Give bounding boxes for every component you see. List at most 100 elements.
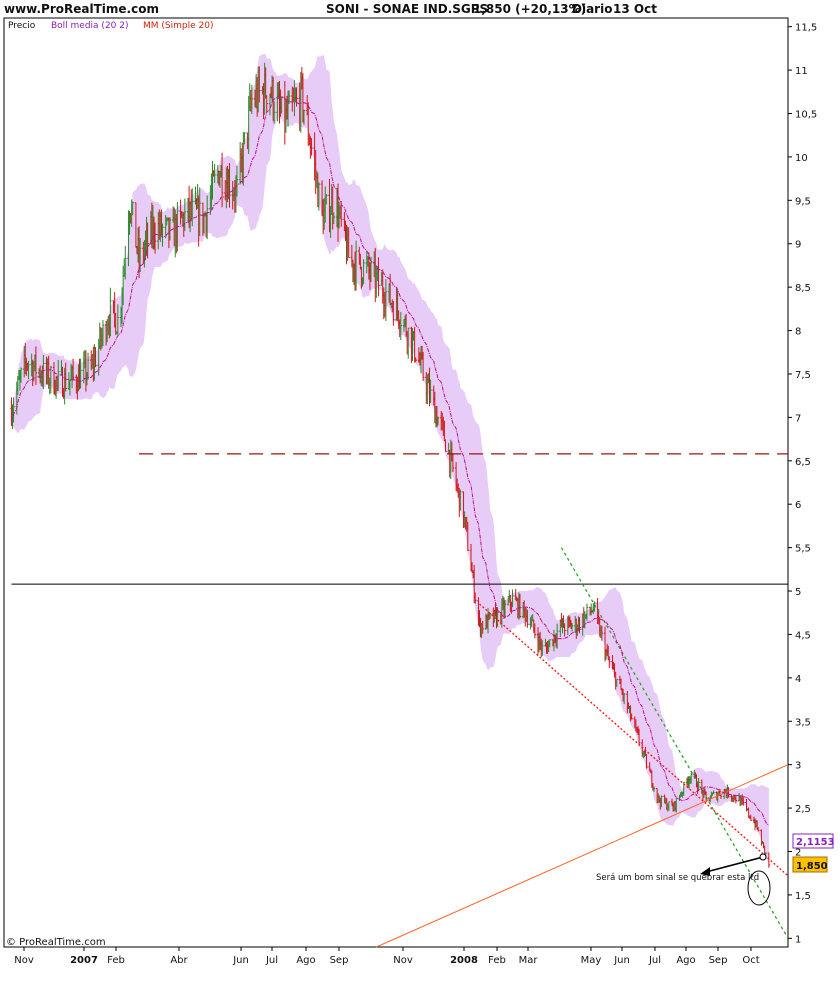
price-bar-2 [12, 397, 15, 423]
price-bar-77 [124, 245, 127, 280]
x-tick-label-6: Ago [296, 955, 315, 966]
annotation-point [759, 853, 767, 861]
trend-red-line [479, 603, 789, 877]
y-tick-label-14: 4,5 [795, 630, 811, 641]
legend-price: Precio [8, 21, 36, 31]
x-tick-label-15: Ago [676, 955, 695, 966]
y-tick-label-19: 2 [795, 847, 801, 858]
price-bar-482 [727, 787, 730, 798]
price-bar-292 [444, 439, 447, 452]
price-bar-82 [131, 201, 134, 216]
price-bar-127 [198, 187, 201, 237]
y-tick-label-3: 10 [795, 153, 808, 164]
price-bar-357 [541, 640, 544, 657]
price-bar-227 [347, 227, 350, 259]
y-tick-label-5: 9 [795, 240, 801, 251]
price-bar-232 [354, 240, 358, 291]
price-bar-277 [421, 351, 425, 381]
x-tick-label-10: Feb [488, 955, 506, 966]
price-bar-267 [407, 327, 410, 359]
price-bar-407 [615, 678, 618, 687]
price-bar-107 [168, 217, 172, 241]
x-tick-label-13: Jun [613, 955, 630, 966]
price-bar-287 [436, 416, 440, 426]
price-bar-417 [630, 713, 633, 720]
site-name[interactable]: www.ProRealTime.com [4, 2, 159, 16]
x-tick-label-0: Nov [14, 955, 34, 966]
price-bar-7 [19, 367, 23, 383]
y-tick-label-10: 6,5 [795, 457, 811, 468]
price-bar-157 [243, 132, 246, 145]
x-tick-label-3: Abr [170, 955, 188, 966]
price-bar-397 [600, 625, 604, 641]
footer-copyright[interactable]: © ProRealTime.com [6, 937, 106, 948]
price-bar-367 [555, 623, 559, 649]
x-tick-label-12: May [581, 955, 602, 966]
price-bar-487 [734, 796, 738, 804]
y-axis: 11,51110,5109,598,587,576,565,554,543,53… [788, 23, 817, 945]
price-bar-92 [146, 222, 149, 259]
x-tick-label-16: Sep [709, 955, 728, 966]
y-tick-label-17: 3 [795, 761, 801, 772]
price-bar-307 [466, 521, 470, 552]
price-bar-257 [392, 301, 395, 326]
price-bar-197 [302, 109, 306, 125]
price-bar-352 [533, 623, 537, 639]
price-bar-62 [101, 320, 105, 347]
annotation-text: Será um bom sinal se quebrar esta ltd [596, 873, 759, 883]
price-bar-472 [712, 790, 715, 795]
period-label: Diario [572, 2, 613, 16]
price-bar-337 [511, 589, 514, 608]
annotation-group: Será um bom sinal se quebrar esta ltd [596, 853, 771, 906]
price-bar-502 [757, 826, 760, 832]
price-bar-382 [578, 617, 581, 634]
quote-value: 1,850 (+20,13%) [473, 2, 587, 16]
legend-ma: MM (Simple 20) [143, 21, 213, 31]
price-bar-17 [34, 346, 38, 385]
price-bar-422 [637, 728, 641, 746]
last-price-tag: 1,850 [792, 856, 828, 873]
support-line [376, 764, 789, 948]
price-bar-302 [459, 489, 462, 511]
y-tick-label-16: 3,5 [795, 717, 811, 728]
bollinger-band-layer [11, 53, 769, 864]
x-tick-label-17: Oct [742, 955, 759, 966]
price-bar-192 [295, 87, 298, 107]
price-bar-202 [310, 138, 313, 156]
price-bar-72 [116, 304, 120, 336]
price-bar-442 [667, 801, 671, 811]
price-bar-12 [27, 360, 30, 380]
price-bar-47 [79, 358, 82, 389]
x-tick-label-9: 2008 [450, 955, 478, 966]
price-bar-252 [384, 279, 388, 322]
date-label: 13 Oct [613, 2, 657, 16]
price-bar-177 [272, 101, 276, 124]
x-tick-label-7: Sep [330, 955, 349, 966]
y-tick-label-2: 10,5 [795, 110, 817, 121]
price-bar-97 [153, 222, 157, 254]
price-bar-322 [488, 612, 492, 619]
y-tick-label-11: 6 [795, 500, 801, 511]
bollinger-band [11, 53, 769, 864]
price-bar-377 [570, 623, 574, 632]
price-bar-37 [64, 362, 67, 392]
price-bar-362 [548, 639, 551, 648]
y-tick-label-21: 1 [795, 934, 801, 945]
price-bar-27 [49, 365, 53, 394]
x-tick-label-14: Jul [648, 955, 661, 966]
annotation-arrow-line [705, 856, 764, 873]
price-bar-312 [474, 592, 477, 604]
price-bar-402 [608, 656, 611, 669]
instrument-name: SONI - SONAE IND.SGPS [326, 2, 489, 16]
price-bar-147 [228, 163, 231, 208]
y-tick-label-13: 5 [795, 587, 801, 598]
last-price-label: 1,850 [796, 861, 828, 872]
x-tick-label-1: 2007 [70, 955, 98, 966]
y-tick-label-1: 11 [795, 66, 808, 77]
y-tick-label-15: 4 [795, 674, 801, 685]
price-bar-432 [652, 786, 656, 792]
y-tick-label-20: 1,5 [795, 891, 811, 902]
y-tick-label-8: 7,5 [795, 370, 811, 381]
price-bar-117 [183, 198, 187, 231]
